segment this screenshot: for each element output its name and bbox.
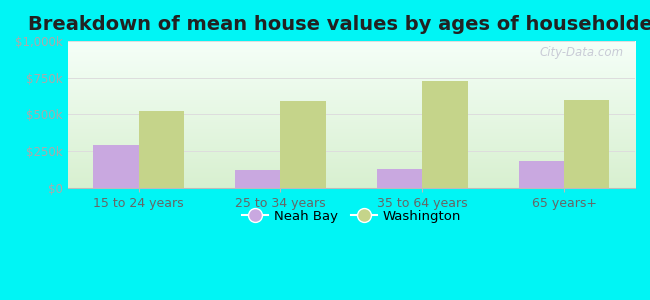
Bar — [235, 170, 280, 188]
Bar — [280, 101, 326, 188]
Bar — [93, 145, 138, 188]
Bar — [377, 169, 423, 188]
Bar — [564, 100, 610, 188]
Text: City-Data.com: City-Data.com — [540, 46, 623, 59]
Bar — [138, 112, 184, 188]
Legend: Neah Bay, Washington: Neah Bay, Washington — [237, 204, 466, 228]
Bar — [519, 160, 564, 188]
Bar — [422, 81, 467, 188]
Title: Breakdown of mean house values by ages of householders: Breakdown of mean house values by ages o… — [29, 15, 650, 34]
